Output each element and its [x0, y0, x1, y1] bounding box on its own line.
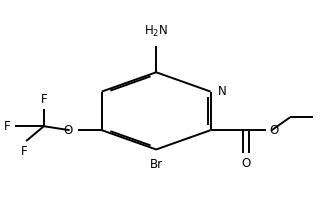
- Text: H$_2$N: H$_2$N: [144, 24, 168, 39]
- Text: O: O: [242, 157, 251, 170]
- Text: N: N: [218, 85, 226, 98]
- Text: O: O: [270, 124, 279, 137]
- Text: F: F: [41, 93, 47, 106]
- Text: O: O: [63, 124, 73, 137]
- Text: F: F: [5, 120, 11, 133]
- Text: F: F: [21, 145, 28, 158]
- Text: Br: Br: [150, 158, 163, 171]
